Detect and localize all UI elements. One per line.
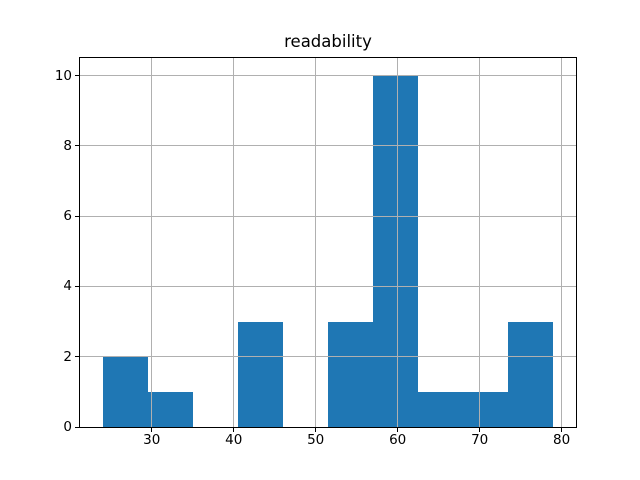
x-tick-label: 60: [389, 432, 407, 448]
x-tick-label: 80: [553, 432, 571, 448]
y-tick-label: 10: [54, 67, 72, 84]
y-tick-label: 2: [63, 348, 72, 365]
y-tick-mark: [75, 426, 79, 428]
x-tick-mark: [479, 428, 481, 432]
y-tick-mark: [75, 215, 79, 217]
y-tick-mark: [75, 356, 79, 358]
x-tick-mark: [233, 428, 235, 432]
plot-area: [79, 57, 577, 428]
x-tick-label: 30: [143, 432, 161, 448]
histogram-bar: [147, 391, 193, 427]
y-tick-label: 4: [63, 278, 72, 295]
x-tick-label: 70: [471, 432, 489, 448]
x-tick-mark: [397, 428, 399, 432]
y-tick-label: 0: [63, 419, 72, 435]
histogram-bar: [328, 321, 374, 427]
chart-title: readability: [284, 32, 372, 51]
x-tick-mark: [561, 428, 563, 432]
y-tick-label: 8: [63, 137, 72, 154]
histogram-bar: [102, 356, 148, 427]
y-tick-mark: [75, 145, 79, 147]
y-tick-mark: [75, 75, 79, 77]
y-tick-mark: [75, 285, 79, 287]
x-tick-mark: [315, 428, 317, 432]
bars-layer: [80, 58, 576, 427]
histogram-bar: [463, 391, 509, 427]
x-tick-label: 40: [225, 432, 243, 448]
histogram-bar: [508, 321, 554, 427]
y-tick-label: 6: [63, 208, 72, 225]
x-tick-label: 50: [307, 432, 325, 448]
histogram-bar: [418, 391, 464, 427]
histogram-bar: [373, 75, 419, 427]
x-tick-mark: [151, 428, 153, 432]
histogram-bar: [237, 321, 283, 427]
